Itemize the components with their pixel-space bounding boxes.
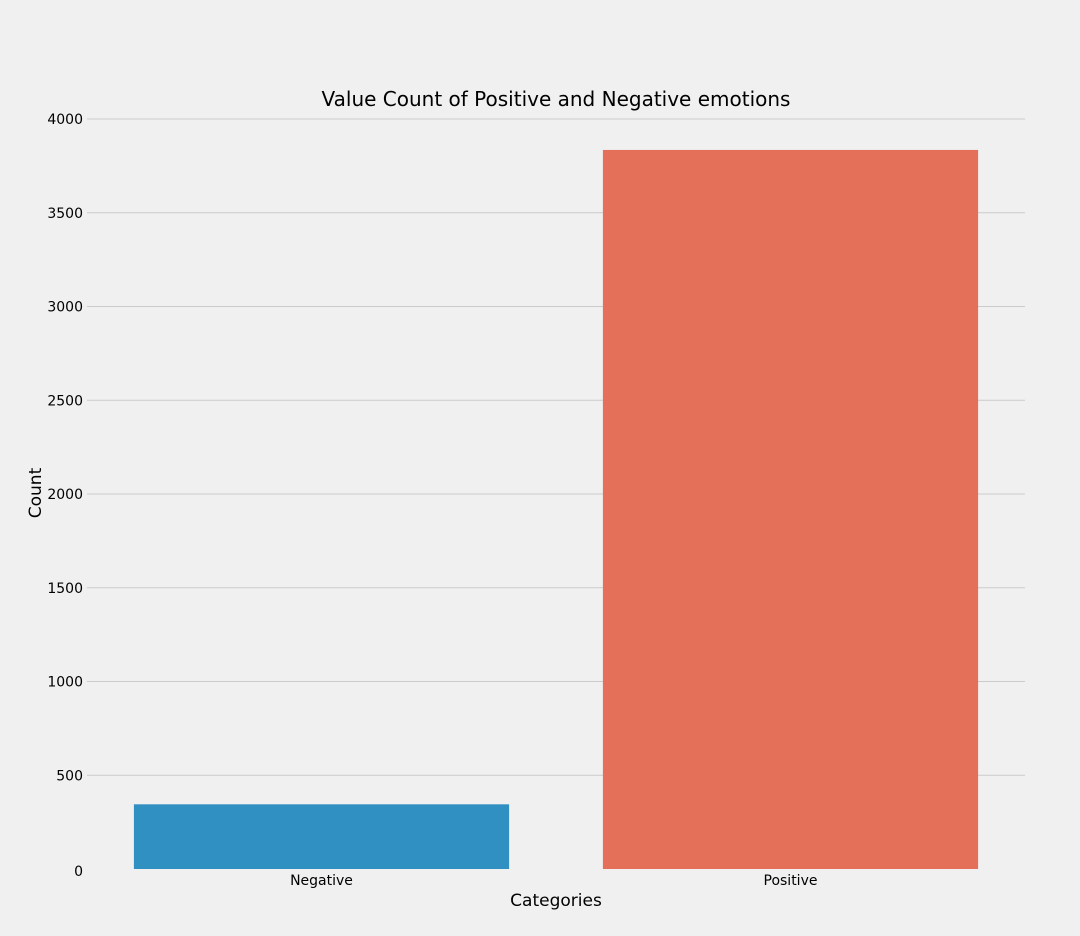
x-tick-label-negative: Negative [290, 873, 353, 889]
y-tick-label-3000: 3000 [47, 300, 83, 316]
y-tick-label-1500: 1500 [47, 581, 83, 597]
y-tick-label-2000: 2000 [47, 487, 83, 503]
bar-positive [603, 150, 978, 869]
y-axis-title: Count [26, 467, 46, 518]
y-tick-label-2500: 2500 [47, 393, 83, 409]
y-tick-label-1000: 1000 [47, 675, 83, 691]
bar-negative [134, 804, 509, 869]
y-tick-label-3500: 3500 [47, 206, 83, 222]
y-tick-label-4000: 4000 [47, 112, 83, 128]
chart-title: Value Count of Positive and Negative emo… [322, 87, 791, 111]
x-tick-label-positive: Positive [764, 873, 818, 889]
y-tick-label-500: 500 [56, 768, 83, 784]
y-tick-label-0: 0 [74, 864, 83, 880]
x-axis-title: Categories [510, 891, 602, 911]
